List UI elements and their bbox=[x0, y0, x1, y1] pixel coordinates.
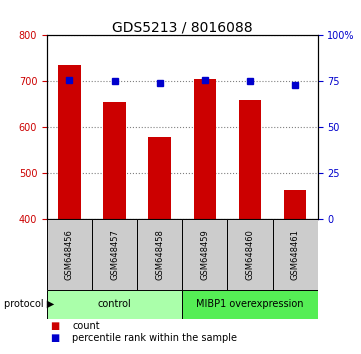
Text: GSM648460: GSM648460 bbox=[245, 229, 255, 280]
Bar bbox=[137, 219, 182, 290]
Text: GSM648457: GSM648457 bbox=[110, 229, 119, 280]
Bar bbox=[47, 219, 92, 290]
Bar bbox=[47, 290, 182, 319]
Text: control: control bbox=[98, 299, 131, 309]
Text: percentile rank within the sample: percentile rank within the sample bbox=[72, 333, 237, 343]
Text: protocol ▶: protocol ▶ bbox=[4, 299, 54, 309]
Bar bbox=[103, 102, 126, 219]
Text: GSM648456: GSM648456 bbox=[65, 229, 74, 280]
Text: GSM648461: GSM648461 bbox=[291, 229, 300, 280]
Bar bbox=[273, 219, 318, 290]
Title: GDS5213 / 8016088: GDS5213 / 8016088 bbox=[112, 20, 253, 34]
Bar bbox=[92, 219, 137, 290]
Bar bbox=[148, 137, 171, 219]
Bar bbox=[239, 100, 261, 219]
Bar bbox=[182, 290, 318, 319]
Text: ■: ■ bbox=[51, 333, 60, 343]
Bar bbox=[182, 219, 227, 290]
Bar bbox=[193, 79, 216, 219]
Bar bbox=[227, 219, 273, 290]
Bar bbox=[58, 65, 81, 219]
Bar bbox=[284, 190, 306, 219]
Text: ■: ■ bbox=[51, 321, 60, 331]
Text: GSM648458: GSM648458 bbox=[155, 229, 164, 280]
Text: MIBP1 overexpression: MIBP1 overexpression bbox=[196, 299, 304, 309]
Text: GSM648459: GSM648459 bbox=[200, 229, 209, 280]
Text: count: count bbox=[72, 321, 100, 331]
